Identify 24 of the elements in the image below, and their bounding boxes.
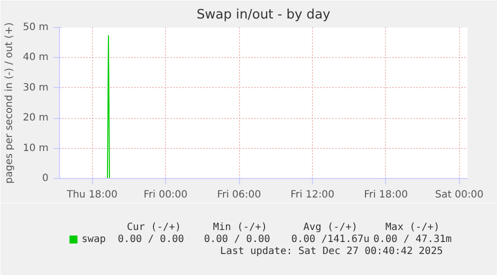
x-tick-label: Fri 00:00 bbox=[144, 190, 188, 200]
text: 0.00 / 0.00 bbox=[204, 234, 270, 245]
x-tick-label: Sat 00:00 bbox=[435, 190, 484, 200]
x-tick-label: Fri 18:00 bbox=[364, 190, 408, 200]
y-tick-label: 10 m bbox=[22, 142, 49, 154]
text: Last update: Sat Dec 27 00:40:42 2025 bbox=[220, 246, 443, 257]
x-tick-label: Fri 12:00 bbox=[290, 190, 334, 200]
y-tick-label: 0 bbox=[42, 173, 49, 184]
text: 0.00 / 47.31m bbox=[373, 234, 452, 245]
text: 0.00 /141.67u bbox=[291, 234, 370, 245]
y-tick-label: 30 m bbox=[22, 82, 49, 94]
text: 0.00 / 0.00 bbox=[118, 234, 184, 245]
text: Avg (-/+) bbox=[303, 222, 358, 233]
x-tick-label: Thu 18:00 bbox=[66, 190, 118, 200]
y-tick-label: 20 m bbox=[22, 112, 49, 124]
text: Min (-/+) bbox=[213, 222, 268, 233]
legend-label: swap bbox=[82, 234, 106, 245]
x-tick-label: Fri 06:00 bbox=[217, 190, 261, 200]
y-tick-label: 50 m bbox=[22, 22, 49, 33]
y-tick-label: 40 m bbox=[22, 52, 49, 64]
chart-title: Swap in/out - by day bbox=[196, 8, 331, 22]
y-axis-title: pages per second in (-) / out (+) bbox=[4, 22, 15, 184]
text: Max (-/+) bbox=[385, 222, 440, 233]
text: Cur (-/+) bbox=[126, 222, 181, 233]
